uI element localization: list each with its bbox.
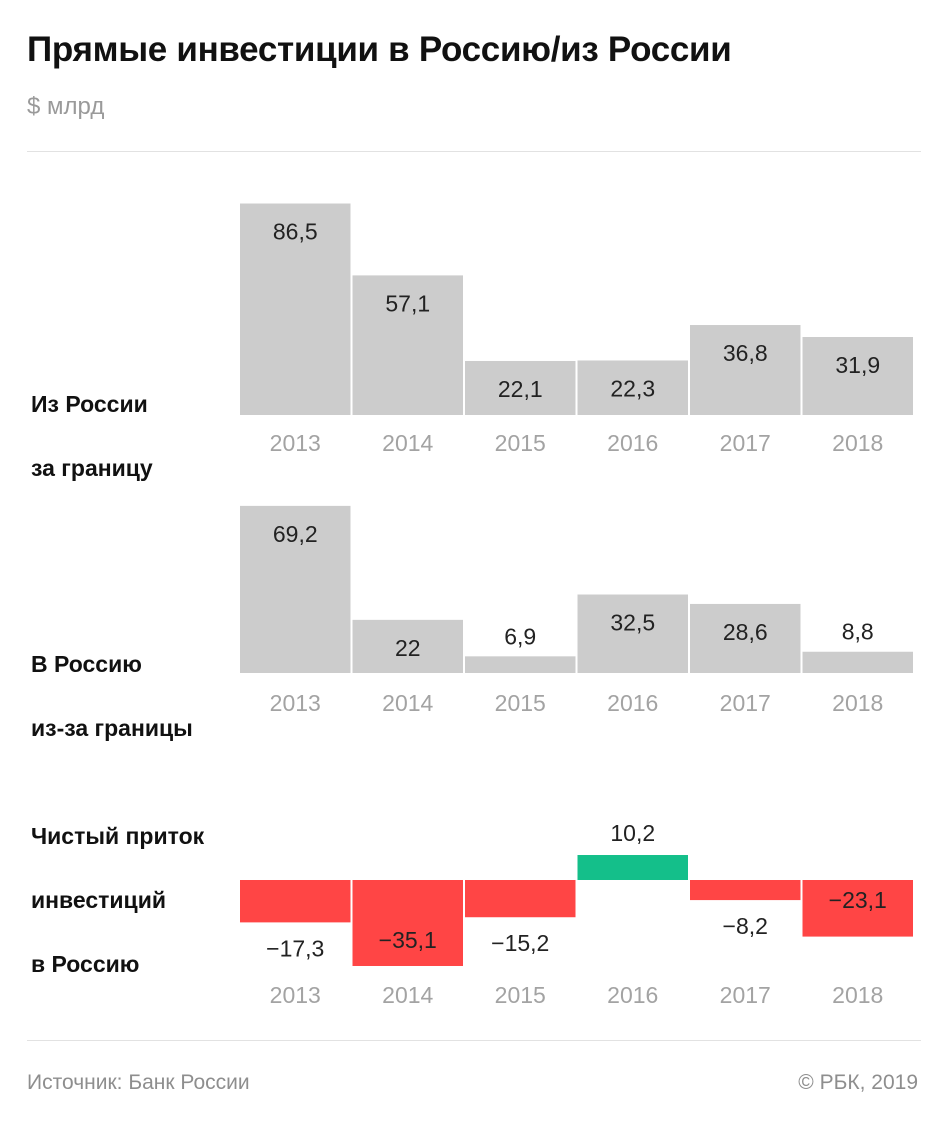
tick-label-net-2014: 2014: [382, 982, 433, 1008]
tick-label-outflow-2016: 2016: [607, 430, 658, 456]
bottom-divider: [27, 1040, 921, 1041]
value-label-net-2016: 10,2: [610, 820, 655, 846]
value-label-inflow-2016: 32,5: [610, 610, 655, 636]
bar-net-2016: [577, 855, 688, 880]
value-label-outflow-2016: 22,3: [610, 375, 655, 401]
panel-label-line: Из России: [31, 391, 148, 417]
tick-label-inflow-2016: 2016: [607, 690, 658, 716]
top-divider: [27, 151, 921, 152]
value-label-outflow-2015: 22,1: [498, 376, 543, 402]
bar-net-2015: [465, 880, 576, 918]
tick-label-inflow-2013: 2013: [270, 690, 321, 716]
page-title: Прямые инвестиции в Россию/из России: [27, 30, 732, 69]
panel-label-line: из-за границы: [31, 715, 193, 741]
value-label-net-2014: −35,1: [379, 927, 437, 953]
tick-label-net-2015: 2015: [495, 982, 546, 1008]
bar-inflow-2016: [577, 594, 688, 673]
panel-label-inflow: В Россию из-за границы: [31, 616, 193, 776]
panel-label-line: за границу: [31, 455, 153, 481]
tick-label-outflow-2014: 2014: [382, 430, 433, 456]
bar-outflow-2015: [465, 360, 576, 415]
tick-label-inflow-2014: 2014: [382, 690, 433, 716]
tick-label-net-2013: 2013: [270, 982, 321, 1008]
value-label-inflow-2013: 69,2: [273, 521, 318, 547]
bar-inflow-2018: [802, 651, 913, 673]
tick-label-outflow-2017: 2017: [720, 430, 771, 456]
tick-label-inflow-2015: 2015: [495, 690, 546, 716]
bar-net-2013: [240, 880, 351, 923]
bar-net-2018: [802, 880, 913, 937]
bar-net-2014: [352, 880, 463, 966]
value-label-outflow-2018: 31,9: [835, 352, 880, 378]
source-note: Источник: Банк России: [27, 1071, 250, 1094]
tick-label-outflow-2018: 2018: [832, 430, 883, 456]
value-label-net-2013: −17,3: [266, 935, 324, 961]
bar-outflow-2014: [352, 275, 463, 415]
tick-label-outflow-2015: 2015: [495, 430, 546, 456]
bar-outflow-2013: [240, 203, 351, 415]
value-label-inflow-2015: 6,9: [504, 623, 536, 649]
value-label-outflow-2013: 86,5: [273, 219, 318, 245]
panel-label-line: инвестиций: [31, 887, 166, 913]
value-label-outflow-2014: 57,1: [385, 290, 430, 316]
bar-inflow-2017: [690, 603, 801, 673]
tick-label-net-2017: 2017: [720, 982, 771, 1008]
value-label-net-2018: −23,1: [829, 887, 887, 913]
bar-inflow-2013: [240, 505, 351, 673]
bar-inflow-2014: [352, 619, 463, 673]
bar-outflow-2016: [577, 360, 688, 415]
tick-label-outflow-2013: 2013: [270, 430, 321, 456]
value-label-outflow-2017: 36,8: [723, 340, 768, 366]
value-label-inflow-2017: 28,6: [723, 619, 768, 645]
tick-label-net-2018: 2018: [832, 982, 883, 1008]
bar-outflow-2018: [802, 337, 913, 415]
value-label-inflow-2014: 22: [395, 635, 421, 661]
panel-label-line: В Россию: [31, 651, 142, 677]
copyright: © РБК, 2019: [798, 1071, 918, 1094]
value-label-net-2015: −15,2: [491, 930, 549, 956]
bar-net-2017: [690, 880, 801, 901]
panel-label-line: в Россию: [31, 951, 140, 977]
value-label-net-2017: −8,2: [723, 913, 768, 939]
value-label-inflow-2018: 8,8: [842, 619, 874, 645]
tick-label-net-2016: 2016: [607, 982, 658, 1008]
bar-inflow-2015: [465, 656, 576, 673]
bar-outflow-2017: [690, 325, 801, 415]
panel-label-outflow: Из России за границу: [31, 356, 153, 516]
tick-label-inflow-2017: 2017: [720, 690, 771, 716]
panel-label-line: Чистый приток: [31, 823, 205, 849]
tick-label-inflow-2018: 2018: [832, 690, 883, 716]
panel-label-net: Чистый приток инвестиций в Россию: [31, 788, 204, 1012]
unit-subtitle: $ млрд: [27, 93, 105, 120]
